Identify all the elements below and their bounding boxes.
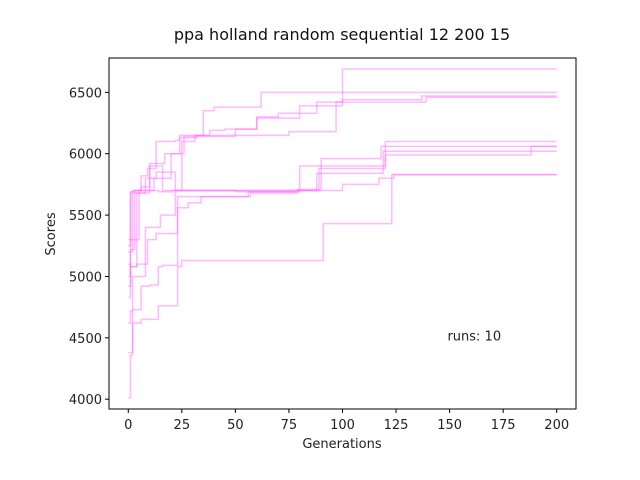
- y-tick-label: 4500: [69, 332, 102, 347]
- plot-frame: [108, 57, 577, 410]
- x-tick-label: 100: [330, 418, 355, 433]
- x-axis-label: Generations: [302, 437, 382, 452]
- series-line-8: [128, 145, 557, 299]
- x-tick-label: 50: [227, 418, 244, 433]
- series-line-5: [128, 140, 557, 324]
- x-tick-label: 125: [384, 418, 409, 433]
- y-tick-label: 6500: [69, 86, 102, 101]
- chart-title: ppa holland random sequential 12 200 15: [174, 25, 510, 44]
- series-line-10: [128, 173, 557, 354]
- x-tick-label: 200: [544, 418, 569, 433]
- y-tick-label: 5500: [69, 209, 102, 224]
- runs-annotation: runs: 10: [447, 329, 501, 344]
- x-tick-label: 25: [174, 418, 191, 433]
- x-tick-label: 0: [124, 418, 132, 433]
- series-line-7: [128, 150, 557, 247]
- y-axis: 4000 4500 5000 5500 6000 6500: [69, 86, 109, 408]
- y-tick-label: 4000: [69, 393, 102, 408]
- y-tick-label: 6000: [69, 148, 102, 163]
- y-axis-label: Scores: [44, 212, 59, 255]
- series-layer: [128, 68, 557, 399]
- series-line-9: [128, 173, 557, 399]
- series-line-6: [128, 145, 557, 241]
- x-axis: 0 25 50 75 100 125 150 175 200: [124, 409, 569, 433]
- series-line-3: [128, 95, 557, 288]
- x-tick-label: 175: [491, 418, 516, 433]
- x-tick-label: 150: [437, 418, 462, 433]
- series-line-1: [128, 68, 557, 278]
- x-tick-label: 75: [281, 418, 298, 433]
- y-tick-label: 5000: [69, 270, 102, 285]
- series-line-2: [128, 91, 557, 268]
- series-line-4: [128, 96, 557, 253]
